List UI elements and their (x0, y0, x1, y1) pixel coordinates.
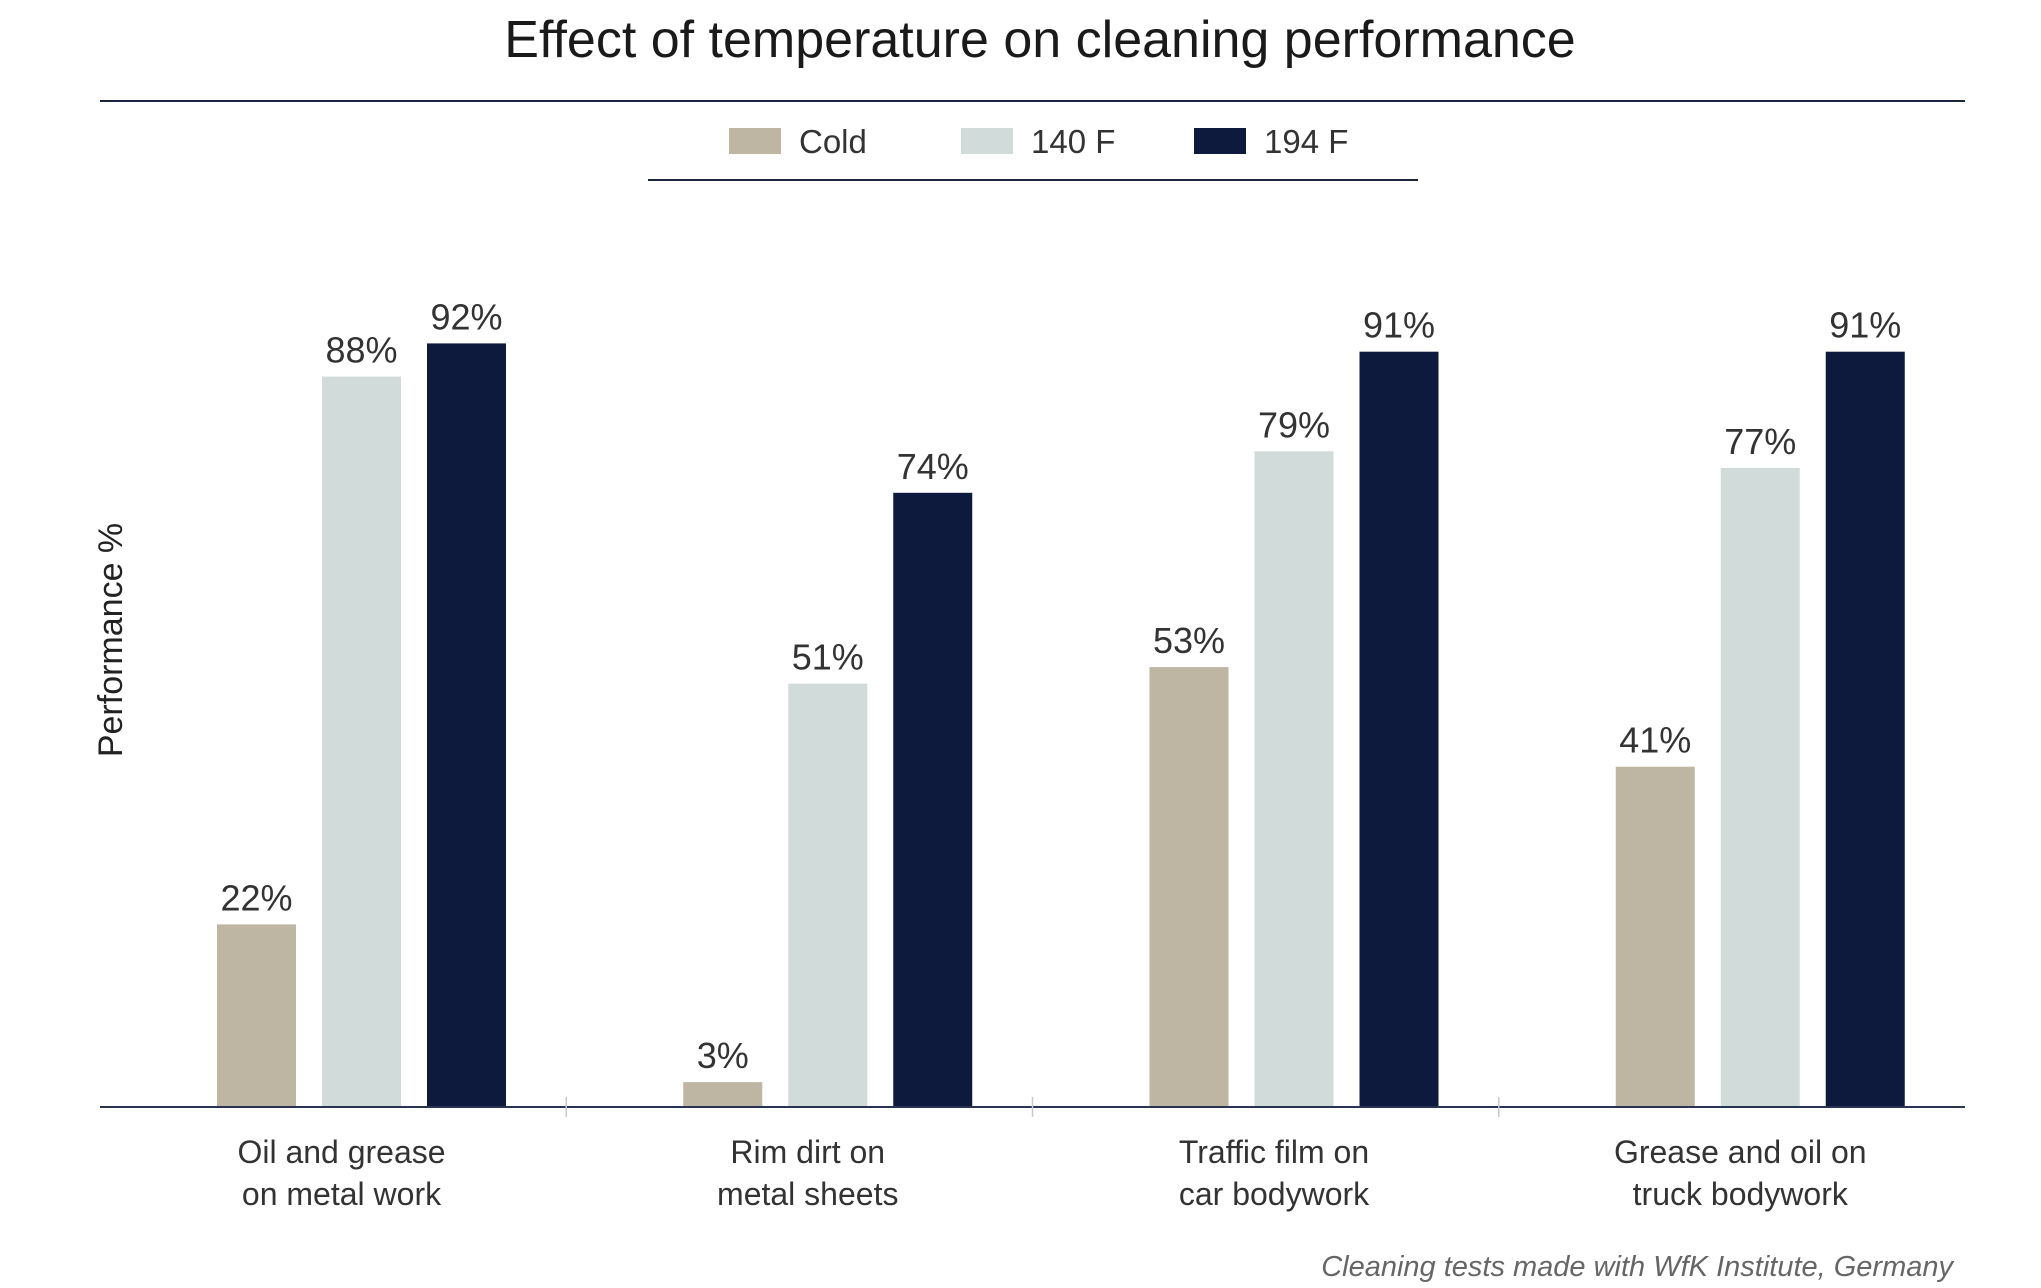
category-label-3: Grease and oil on truck bodywork (1614, 1134, 1867, 1212)
bar-0-0 (217, 924, 296, 1107)
legend-swatch-2 (1194, 128, 1246, 154)
data-labels: 22% 88% 92% 3% 51% 74% 53% 79% 91% 41% 77% 91% (220, 296, 1901, 1076)
data-label-3-1: 77% (1724, 421, 1796, 462)
data-label-2-2: 91% (1363, 305, 1435, 346)
bar-2-2 (1359, 351, 1439, 1107)
data-label-0-2: 92% (430, 296, 502, 337)
data-label-1-1: 51% (792, 637, 864, 678)
legend-label-0: Cold (799, 123, 867, 160)
legend-swatch-1 (961, 128, 1013, 154)
data-label-2-1: 79% (1258, 404, 1330, 445)
bar-3-0 (1615, 766, 1695, 1107)
legend-label-1: 140 F (1031, 123, 1115, 160)
bar-2-0 (1149, 667, 1229, 1107)
chart-title: Effect of temperature on cleaning perfor… (504, 11, 1575, 69)
category-label-2: Traffic film on car bodywork (1179, 1134, 1370, 1212)
bar-2-1 (1254, 451, 1334, 1107)
x-axis-ticks (565, 1097, 1500, 1117)
data-label-1-2: 74% (897, 446, 969, 487)
data-label-1-0: 3% (697, 1035, 749, 1076)
data-label-0-0: 22% (220, 877, 292, 918)
source-note: Cleaning tests made with WfK Institute, … (1321, 1251, 1954, 1283)
category-label-0: Oil and grease on metal work (237, 1134, 445, 1212)
bar-0-1 (322, 376, 401, 1108)
legend-swatch-0 (729, 128, 781, 154)
bar-1-2 (893, 492, 973, 1107)
bar-1-1 (788, 683, 868, 1107)
data-label-3-2: 91% (1829, 305, 1901, 346)
category-label-1: Rim dirt on metal sheets (717, 1134, 898, 1212)
category-labels: Oil and grease on metal work Rim dirt on me… (237, 1134, 1866, 1212)
legend-label-2: 194 F (1264, 123, 1348, 160)
bar-3-2 (1825, 351, 1905, 1107)
bars (217, 343, 1905, 1108)
bar-0-2 (427, 343, 506, 1107)
bar-1-0 (683, 1082, 763, 1107)
data-label-0-1: 88% (325, 330, 397, 371)
data-label-2-0: 53% (1153, 620, 1225, 661)
bar-3-1 (1720, 467, 1800, 1107)
legend: Cold 140 F 194 F (729, 123, 1348, 160)
data-label-3-0: 41% (1619, 720, 1691, 761)
y-axis-label: Performance % (92, 523, 130, 757)
